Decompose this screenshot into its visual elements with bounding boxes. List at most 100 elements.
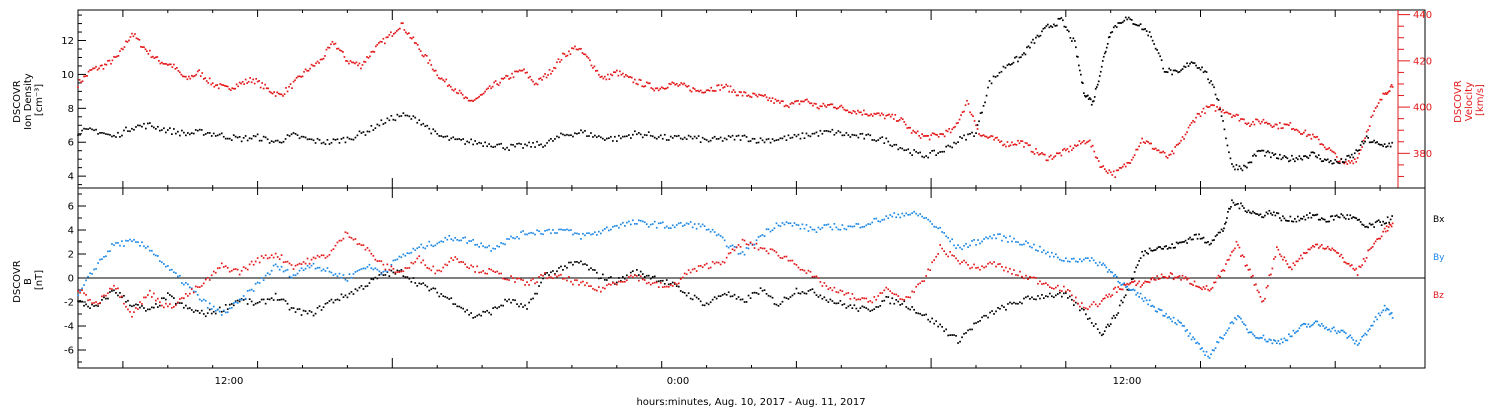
by-point [1198, 343, 1200, 345]
bz-point [402, 270, 405, 273]
bz-point [657, 286, 660, 288]
bz-point [298, 262, 301, 265]
bx-point [947, 334, 949, 337]
density-point [1216, 97, 1218, 100]
density-point [1370, 141, 1372, 144]
bx-point [121, 296, 123, 299]
bx-point [1063, 292, 1065, 295]
velocity-point [1262, 118, 1265, 121]
by-point [765, 228, 768, 231]
by-point [1314, 320, 1317, 323]
velocity-point [1063, 147, 1066, 150]
bz-point [274, 252, 277, 255]
bx-point [380, 272, 383, 274]
velocity-point [357, 64, 359, 67]
bx-point [236, 299, 239, 302]
velocity-point [975, 124, 977, 127]
bx-point [460, 306, 462, 309]
density-point [314, 142, 317, 144]
by-point [218, 310, 221, 313]
bx-point [410, 281, 413, 283]
velocity-point [871, 115, 874, 117]
by-point [1045, 252, 1047, 255]
bz-point [839, 289, 842, 292]
bx-point [685, 294, 688, 297]
by-point [436, 242, 439, 245]
bz-point [1043, 282, 1045, 285]
velocity-point [512, 76, 515, 79]
density-point [350, 138, 353, 141]
velocity-point [807, 100, 810, 103]
velocity-point [798, 103, 801, 105]
velocity-point [1358, 152, 1360, 155]
velocity-point [1283, 123, 1286, 126]
velocity-point [569, 53, 572, 55]
velocity-point [1060, 154, 1063, 157]
bx-point [989, 311, 991, 314]
bz-point [135, 307, 137, 309]
bx-point [304, 310, 307, 312]
bx-point [1367, 226, 1369, 229]
density-point [1092, 100, 1095, 102]
density-point [1213, 86, 1215, 89]
by-point [618, 226, 620, 229]
bx-point [1313, 214, 1316, 217]
velocity-point [575, 48, 578, 51]
bx-point [861, 305, 864, 308]
bz-point [699, 265, 702, 267]
by-point [651, 223, 654, 225]
bz-point [1053, 287, 1055, 290]
by-point [1136, 292, 1139, 294]
bx-point [1035, 298, 1037, 301]
by-point [274, 263, 277, 266]
density-point [181, 129, 183, 132]
bz-point [709, 266, 712, 269]
by-point [1175, 323, 1178, 326]
density-point [1093, 96, 1096, 98]
bx-point [234, 300, 237, 303]
density-point [1076, 55, 1078, 58]
by-point [582, 232, 584, 235]
bx-point [1223, 227, 1225, 230]
by-point [161, 261, 163, 264]
by-point [562, 229, 564, 231]
velocity-point [747, 94, 750, 97]
velocity-point [593, 65, 596, 68]
bz-point [1033, 276, 1035, 279]
by-point [975, 244, 977, 246]
density-point [416, 121, 419, 124]
density-point [632, 133, 634, 136]
velocity-point [381, 41, 383, 43]
bx-point [1271, 214, 1274, 216]
by-point [464, 236, 466, 239]
velocity-point [328, 46, 331, 49]
density-point [81, 129, 83, 132]
bz-point [1106, 296, 1109, 298]
density-point [472, 143, 474, 146]
velocity-point [1362, 139, 1365, 142]
bz-point [881, 292, 884, 294]
velocity-point [1222, 109, 1224, 111]
by-point [1199, 348, 1202, 350]
density-point [785, 139, 788, 141]
bz-point [568, 276, 570, 278]
velocity-point [170, 63, 172, 66]
density-point [436, 133, 439, 135]
velocity-point [1391, 86, 1394, 88]
bz-point [470, 264, 472, 267]
density-point [1276, 157, 1278, 159]
bx-point [971, 328, 973, 331]
velocity-point [1235, 113, 1238, 116]
velocity-point [777, 99, 780, 102]
density-point [478, 141, 480, 144]
by-point [1367, 329, 1369, 332]
by-point [570, 229, 572, 231]
by-point [1249, 331, 1251, 334]
velocity-point [901, 118, 904, 121]
velocity-point [660, 86, 663, 89]
by-point [508, 238, 510, 240]
velocity-point [584, 53, 587, 56]
by-point [877, 220, 880, 222]
bz-point [440, 270, 443, 273]
bz-point [556, 275, 558, 278]
